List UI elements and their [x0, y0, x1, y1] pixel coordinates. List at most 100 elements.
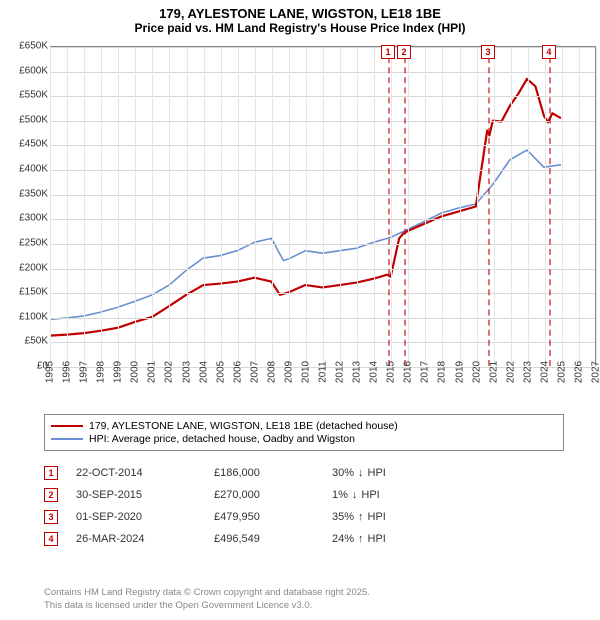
y-tick-label: £100K [19, 311, 48, 322]
x-tick-label: 2018 [437, 361, 448, 383]
gridline-v [272, 47, 273, 366]
arrow-down-icon: ↓ [358, 467, 364, 479]
y-tick-label: £250K [19, 237, 48, 248]
legend-label: 179, AYLESTONE LANE, WIGSTON, LE18 1BE (… [89, 420, 398, 432]
transaction-row: 122-OCT-2014£186,00030%↓HPI [44, 462, 564, 484]
gridline-v [425, 47, 426, 366]
marker-box: 4 [542, 45, 556, 59]
x-tick-label: 2001 [147, 361, 158, 383]
x-tick-label: 1995 [45, 361, 56, 383]
gridline-v [255, 47, 256, 366]
legend-item: HPI: Average price, detached house, Oadb… [51, 433, 557, 445]
transaction-diff: 30%↓HPI [332, 467, 452, 479]
x-tick-label: 2008 [266, 361, 277, 383]
x-tick-label: 2020 [471, 361, 482, 383]
marker-line [404, 47, 406, 366]
gridline-v [442, 47, 443, 366]
transaction-price: £186,000 [214, 467, 314, 479]
transaction-price: £479,950 [214, 511, 314, 523]
x-tick-label: 2022 [505, 361, 516, 383]
x-tick-label: 2010 [300, 361, 311, 383]
gridline-v [204, 47, 205, 366]
transaction-diff: 24%↑HPI [332, 533, 452, 545]
transaction-date: 30-SEP-2015 [76, 489, 196, 501]
transaction-marker: 3 [44, 510, 58, 524]
x-tick-label: 2025 [556, 361, 567, 383]
x-tick-label: 2012 [335, 361, 346, 383]
y-tick-label: £50K [25, 336, 48, 347]
marker-box: 3 [481, 45, 495, 59]
y-tick-label: £150K [19, 287, 48, 298]
transaction-row: 230-SEP-2015£270,0001%↓HPI [44, 484, 564, 506]
gridline-v [152, 47, 153, 366]
gridline-v [579, 47, 580, 366]
transaction-diff-pct: 35% [332, 511, 354, 523]
transactions-table: 122-OCT-2014£186,00030%↓HPI230-SEP-2015£… [44, 462, 564, 550]
x-tick-label: 2017 [420, 361, 431, 383]
transaction-date: 26-MAR-2024 [76, 533, 196, 545]
arrow-up-icon: ↑ [358, 533, 364, 545]
x-tick-label: 1999 [113, 361, 124, 383]
y-tick-label: £350K [19, 188, 48, 199]
gridline-v [238, 47, 239, 366]
arrow-down-icon: ↓ [352, 489, 358, 501]
marker-line [388, 47, 390, 366]
x-tick-label: 2007 [249, 361, 260, 383]
x-tick-label: 1998 [96, 361, 107, 383]
x-tick-label: 2015 [386, 361, 397, 383]
y-tick-label: £550K [19, 90, 48, 101]
transaction-row: 3 01-SEP-2020 £479,950 35%↑HPI [44, 506, 564, 528]
gridline-v [118, 47, 119, 366]
gridline-v [306, 47, 307, 366]
y-tick-label: £600K [19, 65, 48, 76]
y-tick-label: £650K [19, 41, 48, 52]
x-tick-label: 2000 [130, 361, 141, 383]
gridline-v [67, 47, 68, 366]
y-tick-label: £200K [19, 262, 48, 273]
transaction-diff-label: HPI [361, 489, 379, 501]
y-tick-label: £300K [19, 213, 48, 224]
x-tick-label: 2016 [403, 361, 414, 383]
legend-swatch [51, 425, 83, 427]
legend-label: HPI: Average price, detached house, Oadb… [89, 433, 355, 445]
legend-item: 179, AYLESTONE LANE, WIGSTON, LE18 1BE (… [51, 420, 557, 432]
marker-box: 2 [397, 45, 411, 59]
footer-line-2: This data is licensed under the Open Gov… [44, 600, 370, 612]
x-tick-label: 2014 [369, 361, 380, 383]
page-title: 179, AYLESTONE LANE, WIGSTON, LE18 1BE [0, 0, 600, 21]
transaction-date: 22-OCT-2014 [76, 467, 196, 479]
x-tick-label: 1996 [62, 361, 73, 383]
x-axis: 1995199619971998199920002001200220032004… [50, 366, 596, 406]
transaction-price: £270,000 [214, 489, 314, 501]
transaction-marker: 2 [44, 488, 58, 502]
gridline-v [187, 47, 188, 366]
transaction-diff-label: HPI [368, 533, 386, 545]
gridline-v [289, 47, 290, 366]
transaction-diff: 35%↑HPI [332, 511, 452, 523]
gridline-v [408, 47, 409, 366]
x-tick-label: 2013 [352, 361, 363, 383]
footer: Contains HM Land Registry data © Crown c… [44, 587, 370, 612]
marker-box: 1 [381, 45, 395, 59]
transaction-date: 01-SEP-2020 [76, 511, 196, 523]
gridline-v [511, 47, 512, 366]
transaction-row: 426-MAR-2024£496,54924%↑HPI [44, 528, 564, 550]
transaction-diff-label: HPI [368, 511, 386, 523]
gridline-v [357, 47, 358, 366]
marker-line [488, 47, 490, 366]
y-tick-label: £500K [19, 114, 48, 125]
gridline-v [84, 47, 85, 366]
gridline-v [391, 47, 392, 366]
x-tick-label: 2004 [198, 361, 209, 383]
x-tick-label: 2023 [522, 361, 533, 383]
gridline-v [477, 47, 478, 366]
y-tick-label: £400K [19, 164, 48, 175]
gridline-v [460, 47, 461, 366]
legend: 179, AYLESTONE LANE, WIGSTON, LE18 1BE (… [44, 414, 564, 451]
y-axis: £0£50K£100K£150K£200K£250K£300K£350K£400… [4, 46, 50, 366]
gridline-v [323, 47, 324, 366]
transaction-diff-label: HPI [368, 467, 386, 479]
plot-area: 12 3 4 [50, 46, 596, 366]
x-tick-label: 2006 [232, 361, 243, 383]
gridline-v [50, 47, 51, 366]
